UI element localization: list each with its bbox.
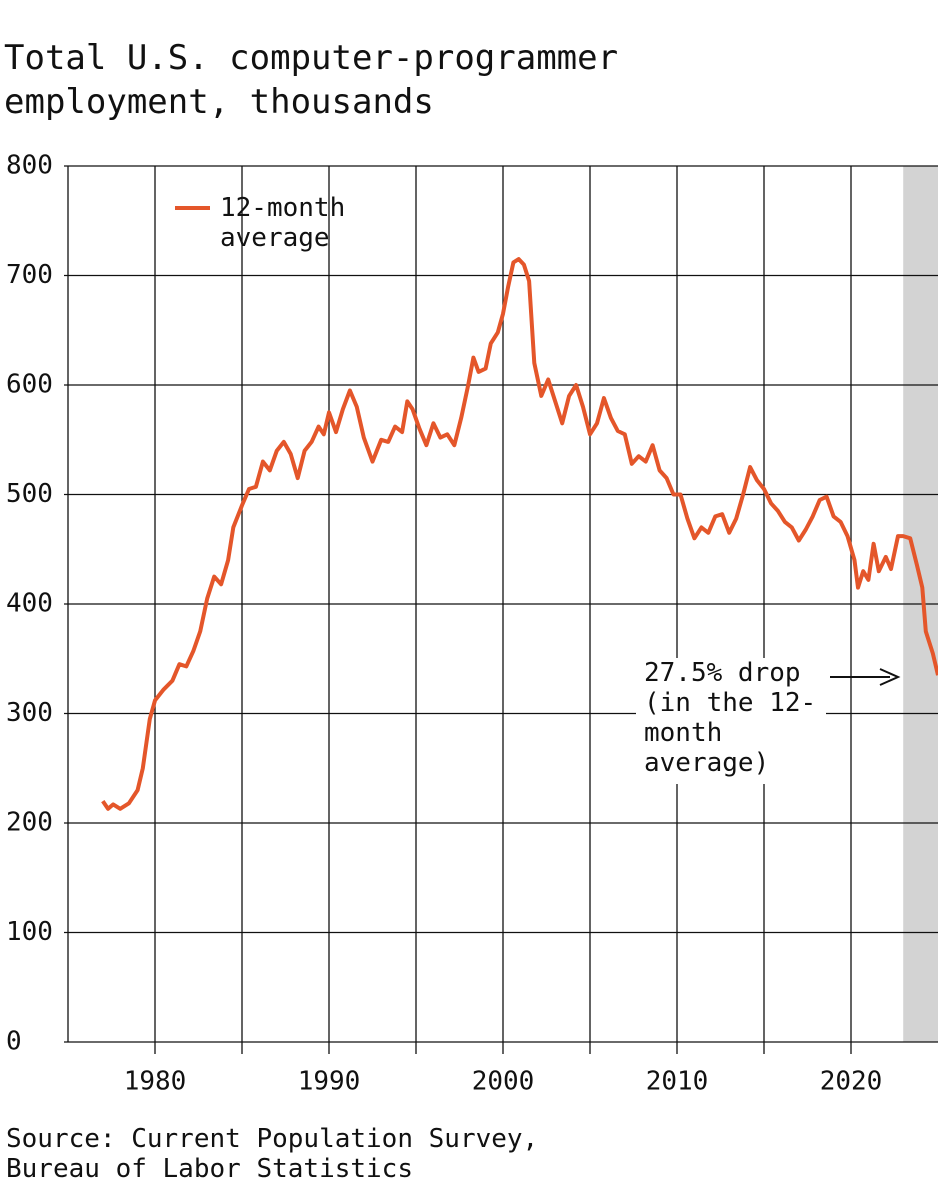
- x-tick-label: 2010: [646, 1067, 709, 1097]
- x-tick-label: 1990: [298, 1067, 361, 1097]
- x-tick-label: 2000: [472, 1067, 535, 1097]
- legend-label-line: average: [220, 223, 330, 253]
- y-tick-label: 700: [6, 260, 53, 290]
- y-tick-label: 100: [6, 917, 53, 947]
- x-tick-label: 2020: [820, 1067, 883, 1097]
- y-tick-label: 600: [6, 370, 53, 400]
- y-tick-label: 500: [6, 479, 53, 509]
- legend-label-line: 12-month: [220, 193, 345, 223]
- legend-label: 12-month average: [220, 193, 345, 253]
- annotation-arrowhead: [879, 668, 901, 686]
- source-note: Source: Current Population Survey, Burea…: [6, 1124, 539, 1184]
- chart-title: Total U.S. computer-programmer employmen…: [4, 38, 619, 122]
- y-tick-label: 400: [6, 589, 53, 619]
- y-tick-label: 300: [6, 698, 53, 728]
- x-tick-label: 1980: [124, 1067, 187, 1097]
- y-tick-label: 200: [6, 808, 53, 838]
- y-tick-label: 800: [6, 151, 53, 181]
- annotation: 27.5% drop (in the 12-month average): [636, 658, 826, 784]
- data-line: [101, 257, 938, 811]
- y-tick-label: 0: [6, 1027, 22, 1057]
